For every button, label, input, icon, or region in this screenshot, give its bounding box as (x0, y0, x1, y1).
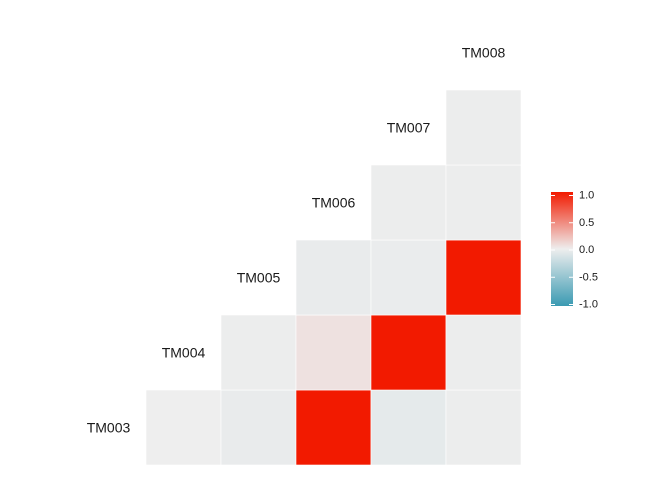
heatmap-cell-tm003-tm005 (220, 389, 297, 466)
variable-label-tm003: TM003 (87, 420, 131, 436)
variable-label-tm008: TM008 (462, 45, 506, 61)
legend-tick-label: -1.0 (579, 299, 598, 311)
heatmap-cell-tm003-tm007 (370, 389, 447, 466)
heatmap-cell-tm004-tm006 (295, 314, 372, 391)
heatmap-cell-tm004-tm007 (370, 314, 447, 391)
heatmap-cell-tm003-tm006 (295, 389, 372, 466)
variable-label-tm006: TM006 (312, 195, 356, 211)
heatmap-cell-tm005-tm008 (445, 239, 522, 316)
heatmap-cell-tm007-tm008 (445, 89, 522, 166)
legend-tick-label: 1.0 (579, 190, 594, 202)
variable-label-tm004: TM004 (162, 345, 206, 361)
heatmap-cell-tm005-tm007 (370, 239, 447, 316)
heatmap-cell-tm004-tm005 (220, 314, 297, 391)
legend-tick-label: 0.0 (579, 244, 594, 256)
variable-labels: TM003 TM004 TM005 TM006 TM007 TM008 (87, 45, 506, 436)
heatmap-cell-tm006-tm008 (445, 164, 522, 241)
color-legend: 1.0 0.5 0.0 -0.5 -1.0 (551, 190, 598, 311)
legend-ticks: 1.0 0.5 0.0 -0.5 -1.0 (551, 190, 598, 311)
legend-tick-label: 0.5 (579, 217, 594, 229)
heatmap-cell-tm006-tm007 (370, 164, 447, 241)
heatmap-cell-tm003-tm004 (145, 389, 222, 466)
variable-label-tm005: TM005 (237, 270, 281, 286)
heatmap-cell-tm004-tm008 (445, 314, 522, 391)
variable-label-tm007: TM007 (387, 120, 431, 136)
heatmap-cell-tm005-tm006 (295, 239, 372, 316)
legend-colorbar (551, 192, 573, 306)
legend-tick-label: -0.5 (579, 271, 598, 283)
heatmap-cell-tm003-tm008 (445, 389, 522, 466)
heatmap-cells (145, 89, 522, 466)
